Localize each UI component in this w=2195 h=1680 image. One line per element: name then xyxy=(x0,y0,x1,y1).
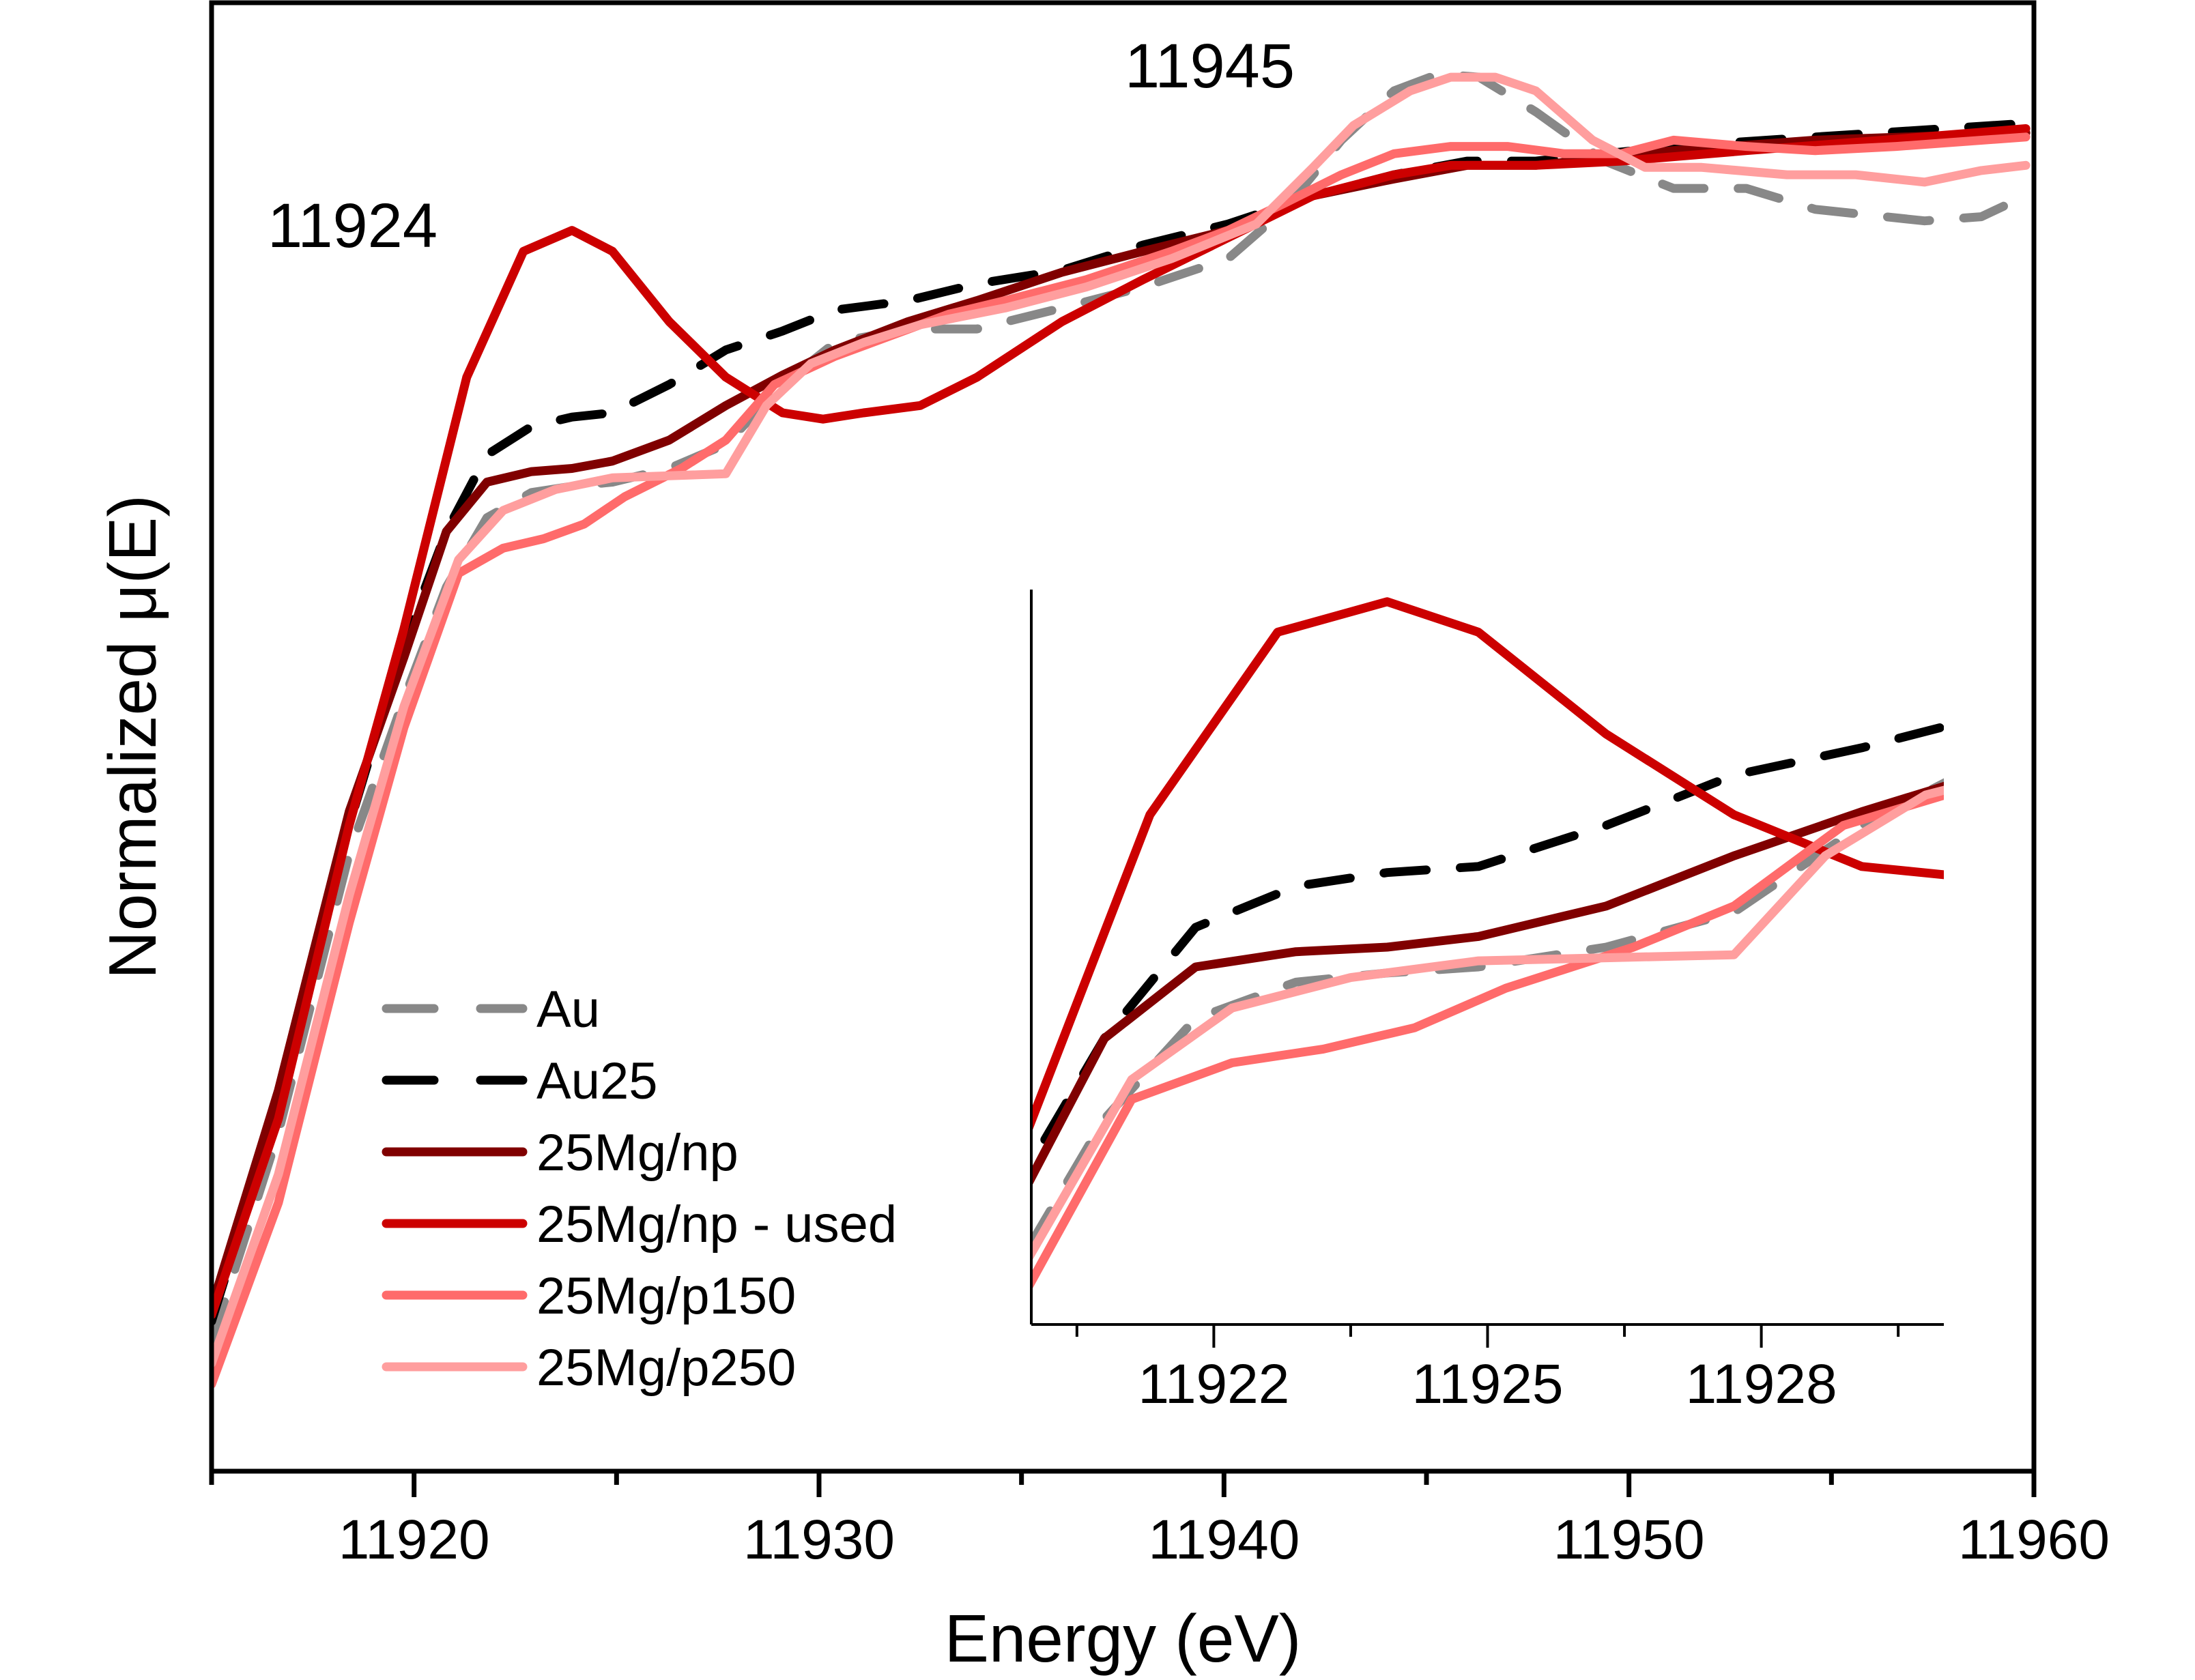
legend-label: Au25 xyxy=(536,1052,658,1110)
series-line-25mg-np-used xyxy=(212,124,2031,1320)
main-series-group xyxy=(212,70,2031,1389)
legend-item-25mg-p250: 25Mg/p250 xyxy=(382,1339,796,1397)
legend-label: 25Mg/p250 xyxy=(536,1339,796,1397)
main-x-ticks: 11920 11930 11940 11950 11960 xyxy=(209,1471,2110,1571)
inset-series-line-25mg-p150 xyxy=(1031,790,1944,1291)
inset-series-line-25mg-np xyxy=(1031,781,1944,1187)
x-tick-label: 11930 xyxy=(743,1509,895,1571)
legend-item-au25: Au25 xyxy=(382,1052,658,1110)
series-line-25mg-p150 xyxy=(212,132,2031,1389)
inset-x-tick-label: 11928 xyxy=(1686,1353,1837,1415)
series-line-25mg-p250 xyxy=(212,72,2031,1368)
legend-label: 25Mg/np xyxy=(536,1124,738,1182)
main-plot-frame xyxy=(209,0,2037,1474)
legend-label: 25Mg/p150 xyxy=(536,1267,796,1325)
inset-x-tick-label: 11925 xyxy=(1412,1353,1564,1415)
x-axis-title: Energy (eV) xyxy=(945,1601,1302,1676)
series-line-au25 xyxy=(212,119,2031,1326)
annotation-11924: 11924 xyxy=(268,191,437,261)
legend: Au Au25 25Mg/np 25Mg/np - used 25Mg/p150 25Mg… xyxy=(382,981,897,1397)
inset-series-line-25mg-np-used xyxy=(1031,597,1944,1133)
legend-label: Au xyxy=(536,981,600,1039)
legend-item-au: Au xyxy=(382,981,600,1039)
x-tick-label: 11920 xyxy=(339,1509,490,1571)
legend-label: 25Mg/np - used xyxy=(536,1196,897,1254)
legend-item-25mg-np-used: 25Mg/np - used xyxy=(382,1196,897,1254)
series-line-au xyxy=(212,70,2031,1347)
annotation-11945: 11945 xyxy=(1125,31,1295,101)
x-tick-label: 11950 xyxy=(1553,1509,1705,1571)
legend-item-25mg-np: 25Mg/np xyxy=(382,1124,738,1182)
inset-x-ticks: 11922 11925 11928 xyxy=(1075,1324,1900,1415)
inset-x-tick-label: 11922 xyxy=(1138,1353,1289,1415)
y-axis-title: Normalized μ(E) xyxy=(95,495,170,979)
x-tick-label: 11960 xyxy=(1958,1509,2110,1571)
x-tick-label: 11940 xyxy=(1148,1509,1300,1571)
inset-series-group xyxy=(1031,597,1944,1291)
inset-series-line-25mg-p250 xyxy=(1031,785,1944,1262)
legend-item-25mg-p150: 25Mg/p150 xyxy=(382,1267,796,1325)
